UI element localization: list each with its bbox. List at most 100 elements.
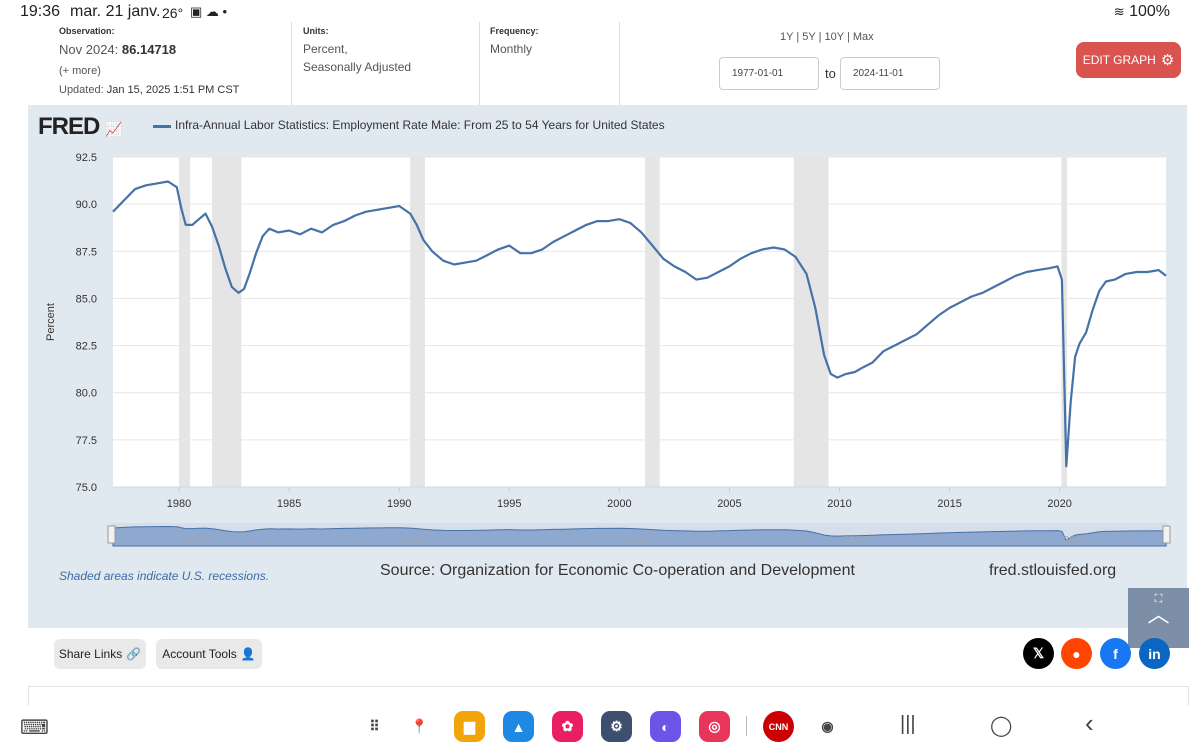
navigator-handle-right[interactable] bbox=[1162, 525, 1171, 544]
settings-icon[interactable]: ⚙ bbox=[601, 711, 632, 742]
updated-label: Updated: bbox=[59, 84, 104, 96]
navigation-bar bbox=[0, 706, 1200, 750]
range-10y[interactable]: 10Y bbox=[824, 31, 844, 43]
observation-value: 86.14718 bbox=[121, 42, 177, 57]
range-buttons: 1Y | 5Y | 10Y | Max bbox=[780, 31, 874, 43]
dock-divider bbox=[746, 716, 747, 736]
observation-block: Observation: Nov 2024: 86.14718 (+ more)… bbox=[59, 22, 289, 106]
gallery-icon[interactable]: ✿ bbox=[552, 711, 583, 742]
x-tick-label: 1995 bbox=[497, 498, 521, 510]
weather-icon: ☁ bbox=[205, 4, 219, 19]
x-tick-label: 2010 bbox=[827, 498, 851, 510]
y-tick-label: 75.0 bbox=[76, 482, 97, 494]
divider bbox=[291, 22, 292, 106]
navigator-series bbox=[112, 525, 1167, 547]
start-date-input[interactable]: 1977-01-01 bbox=[719, 57, 819, 90]
chevron-up-icon: ︿ bbox=[1147, 602, 1170, 627]
reddit-share-icon[interactable]: ● bbox=[1061, 638, 1092, 669]
recession-band bbox=[1061, 157, 1067, 487]
units-label: Units: bbox=[303, 26, 329, 36]
account-tools-button[interactable]: Account Tools 👤 bbox=[156, 639, 262, 669]
status-bar: 19:36 mar. 21 janv. 26° ▣ ☁ • ≋ 100% bbox=[0, 0, 1200, 26]
content-card bbox=[28, 686, 1189, 707]
navigator-handle-left[interactable] bbox=[107, 525, 116, 544]
chrome-icon[interactable]: ◉ bbox=[821, 718, 834, 734]
site-note: fred.stlouisfed.org bbox=[989, 562, 1117, 579]
x-tick-label: 2015 bbox=[937, 498, 961, 510]
status-date: mar. 21 janv. bbox=[70, 3, 161, 20]
navigator-tick-label: 2000 bbox=[623, 535, 646, 546]
y-tick-label: 82.5 bbox=[76, 341, 97, 353]
battery-percent: 100% bbox=[1129, 3, 1170, 20]
x-tick-label: 1990 bbox=[387, 498, 411, 510]
image-icon: ▣ bbox=[190, 4, 203, 19]
updated-date: Jan 15, 2025 1:51 PM CST bbox=[106, 84, 240, 96]
internet-icon[interactable]: ◐ bbox=[650, 711, 681, 742]
series-line bbox=[112, 180, 1167, 468]
recession-band bbox=[410, 157, 425, 487]
home-button[interactable]: ◯ bbox=[990, 715, 1013, 737]
recession-band bbox=[212, 157, 242, 487]
recession-note: Shaded areas indicate U.S. recessions. bbox=[59, 569, 270, 583]
more-link[interactable]: (+ more) bbox=[59, 65, 101, 77]
files-icon[interactable]: ▆ bbox=[454, 711, 485, 742]
source-note: Source: Organization for Economic Co-ope… bbox=[380, 562, 855, 579]
divider bbox=[479, 22, 480, 106]
units-line2: Seasonally Adjusted bbox=[303, 60, 412, 74]
x-tick-label: 1980 bbox=[167, 498, 191, 510]
navigator-tick-label: 1990 bbox=[403, 535, 426, 546]
edit-graph-label: EDIT GRAPH bbox=[1082, 53, 1156, 67]
frequency-block: Frequency: Monthly bbox=[490, 22, 610, 106]
range-max[interactable]: Max bbox=[852, 31, 874, 43]
cnn-icon[interactable]: CNN bbox=[763, 711, 794, 742]
x-tick-label: 2020 bbox=[1047, 498, 1071, 510]
recession-band bbox=[179, 157, 191, 487]
wifi-icon: ≋ bbox=[1113, 4, 1125, 19]
y-tick-label: 77.5 bbox=[76, 435, 97, 447]
drive-icon[interactable]: ▲ bbox=[503, 711, 534, 742]
status-right: ≋ 100% bbox=[1114, 3, 1170, 21]
series-meta: Observation: Nov 2024: 86.14718 (+ more)… bbox=[0, 22, 1200, 106]
dot-icon: • bbox=[222, 4, 228, 19]
fred-logo: FRED 📈 bbox=[38, 113, 122, 140]
range-1y[interactable]: 1Y bbox=[780, 31, 794, 43]
linkedin-share-icon[interactable]: in bbox=[1139, 638, 1170, 669]
fred-logo-graph-icon: 📈 bbox=[105, 121, 122, 137]
navigator-tick-label: 2010 bbox=[843, 535, 866, 546]
units-block: Units: Percent, Seasonally Adjusted bbox=[303, 22, 473, 106]
chart-plot[interactable]: 75.0 77.5 80.0 82.5 85.0 87.5 90.0 92.5 1980 198… bbox=[0, 0, 1200, 560]
navigator-tick-label: 1980 bbox=[183, 535, 206, 546]
range-5y[interactable]: 5Y bbox=[802, 31, 816, 43]
back-button[interactable]: ‹ bbox=[1085, 708, 1094, 738]
y-tick-label: 80.0 bbox=[76, 388, 97, 400]
status-temperature: 26° bbox=[162, 5, 184, 21]
maps-icon[interactable]: 📍 bbox=[410, 718, 429, 734]
notification-icons: ▣ ☁ • bbox=[190, 4, 227, 20]
share-links-button[interactable]: Share Links 🔗 bbox=[54, 639, 146, 669]
divider bbox=[619, 22, 620, 106]
user-icon: 👤 bbox=[240, 647, 256, 661]
legend-swatch bbox=[153, 125, 171, 128]
y-tick-label: 87.5 bbox=[76, 246, 97, 258]
x-tick-label: 1985 bbox=[277, 498, 301, 510]
recents-button[interactable]: ||| bbox=[900, 713, 916, 735]
observation-period: Nov 2024: bbox=[59, 42, 119, 57]
y-tick-label: 92.5 bbox=[76, 152, 97, 164]
apps-grid-icon[interactable]: ⠿ bbox=[369, 718, 380, 734]
status-time: 19:36 bbox=[20, 3, 61, 20]
chart-title: Infra-Annual Labor Statistics: Employmen… bbox=[175, 118, 665, 132]
x-share-icon[interactable]: 𝕏 bbox=[1023, 638, 1054, 669]
gear-icon: ⚙ bbox=[1160, 52, 1175, 69]
fullscreen-icon: ⛶ bbox=[1154, 593, 1163, 605]
edit-graph-button[interactable]: EDIT GRAPH ⚙ bbox=[1076, 42, 1181, 78]
facebook-share-icon[interactable]: f bbox=[1100, 638, 1131, 669]
frequency-value: Monthly bbox=[490, 42, 533, 56]
x-tick-label: 2000 bbox=[607, 498, 631, 510]
recession-band bbox=[793, 157, 829, 487]
end-date-input[interactable]: 2024-11-01 bbox=[840, 57, 940, 90]
to-label: to bbox=[825, 66, 836, 81]
frequency-label: Frequency: bbox=[490, 26, 539, 36]
recent-apps-icon[interactable]: ⌨ bbox=[20, 717, 49, 739]
camera-icon[interactable]: ◎ bbox=[699, 711, 730, 742]
units-line1: Percent, bbox=[303, 42, 348, 56]
